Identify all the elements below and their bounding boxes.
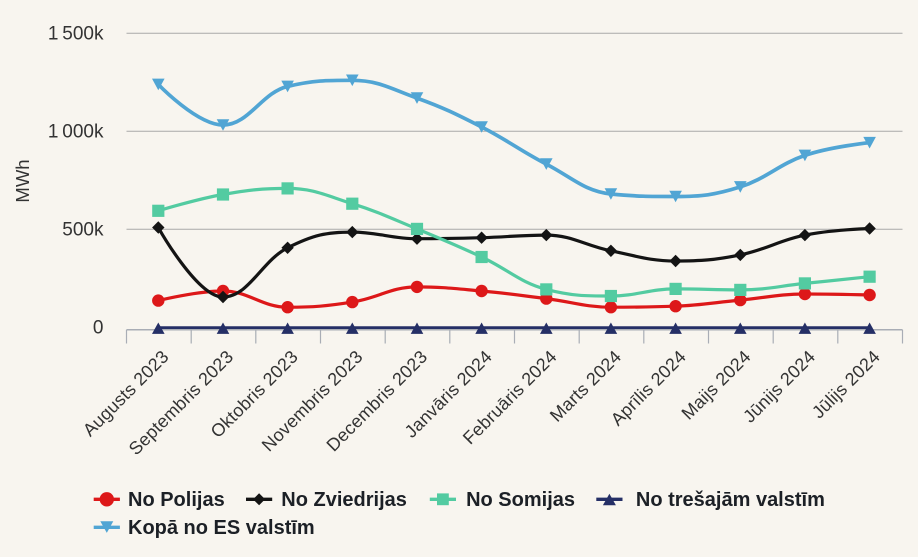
svg-text:No Zviedrijas: No Zviedrijas xyxy=(281,489,407,511)
svg-text:No Somijas: No Somijas xyxy=(466,489,575,511)
svg-text:0: 0 xyxy=(93,318,104,339)
svg-text:1 000k: 1 000k xyxy=(48,122,104,143)
svg-text:1 500k: 1 500k xyxy=(48,24,104,45)
svg-text:MWh: MWh xyxy=(12,159,33,202)
svg-text:No Polijas: No Polijas xyxy=(128,489,225,511)
svg-text:No trešajām valstīm: No trešajām valstīm xyxy=(636,489,825,511)
svg-text:500k: 500k xyxy=(62,220,104,241)
svg-text:Kopā no ES valstīm: Kopā no ES valstīm xyxy=(128,517,315,539)
